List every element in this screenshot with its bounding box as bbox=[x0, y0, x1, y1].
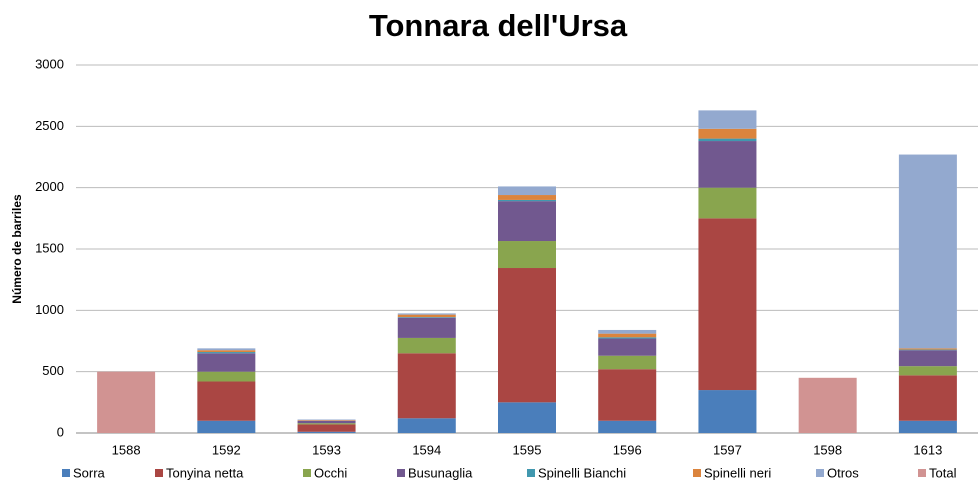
x-tick-label: 1596 bbox=[613, 442, 642, 457]
legend-label: Occhi bbox=[314, 465, 347, 480]
bar-segment bbox=[698, 218, 757, 391]
bar-segment bbox=[297, 424, 356, 432]
x-tick-label: 1588 bbox=[112, 442, 141, 457]
bar-segment bbox=[698, 128, 757, 139]
bar-segment bbox=[498, 268, 556, 403]
legend-label: Tonyina netta bbox=[166, 465, 244, 480]
bar-segment bbox=[498, 195, 556, 200]
legend-label: Busunaglia bbox=[408, 465, 473, 480]
bar-segment bbox=[498, 201, 556, 242]
bar-segment bbox=[397, 317, 456, 338]
bar-segment bbox=[598, 338, 657, 356]
legend-swatch bbox=[397, 469, 405, 477]
legend-label: Sorra bbox=[73, 465, 106, 480]
y-tick-label: 1000 bbox=[35, 302, 64, 317]
bar-segment bbox=[297, 419, 356, 421]
x-tick-label: 1595 bbox=[513, 442, 542, 457]
legend-label: Spinelli Bianchi bbox=[538, 465, 626, 480]
x-tick-label: 1592 bbox=[212, 442, 241, 457]
y-tick-label: 1500 bbox=[35, 240, 64, 255]
bar-segment bbox=[898, 348, 957, 350]
legend-swatch bbox=[527, 469, 535, 477]
legend-label: Total bbox=[929, 465, 957, 480]
y-tick-label: 2000 bbox=[35, 179, 64, 194]
legend-swatch bbox=[62, 469, 70, 477]
x-tick-label: 1598 bbox=[813, 442, 842, 457]
bar-segment bbox=[397, 313, 456, 315]
bar-segment bbox=[598, 420, 657, 433]
x-tick-label: 1594 bbox=[412, 442, 441, 457]
legend-label: Spinelli neri bbox=[704, 465, 771, 480]
bar-segment bbox=[297, 431, 356, 433]
y-tick-label: 0 bbox=[57, 424, 64, 439]
y-tick-label: 2500 bbox=[35, 118, 64, 133]
bar-segment bbox=[397, 418, 456, 433]
bar-segment bbox=[698, 187, 757, 219]
bar-segment bbox=[197, 371, 256, 382]
legend-label: Otros bbox=[827, 465, 859, 480]
bar-segment bbox=[297, 423, 356, 425]
bar-segment bbox=[698, 141, 757, 188]
bar-segment bbox=[197, 353, 256, 372]
bar-segment bbox=[498, 402, 556, 433]
bar-segment bbox=[598, 329, 657, 334]
bar-segment bbox=[898, 154, 957, 349]
bar-segment bbox=[397, 314, 456, 318]
bar-segment bbox=[297, 420, 356, 421]
legend-swatch bbox=[816, 469, 824, 477]
bar-segment bbox=[397, 337, 456, 354]
y-tick-label: 3000 bbox=[35, 56, 64, 71]
bar-segment bbox=[898, 366, 957, 376]
bar-segment bbox=[297, 420, 356, 424]
y-tick-label: 500 bbox=[42, 363, 64, 378]
bar-segment bbox=[798, 377, 857, 433]
x-tick-label: 1597 bbox=[713, 442, 742, 457]
bar-segment bbox=[197, 381, 256, 421]
legend-swatch bbox=[155, 469, 163, 477]
bar-segment bbox=[197, 352, 256, 354]
bar-segment bbox=[598, 333, 657, 338]
bar-segment bbox=[698, 138, 757, 142]
bar-segment bbox=[498, 241, 556, 269]
bar-segment bbox=[898, 350, 957, 367]
bar-segment bbox=[698, 390, 757, 433]
bar-segment bbox=[898, 349, 957, 351]
bar-segment bbox=[598, 369, 657, 421]
chart-title: Tonnara dell'Ursa bbox=[369, 8, 628, 43]
legend-swatch bbox=[693, 469, 701, 477]
bar-segment bbox=[498, 186, 556, 196]
legend-swatch bbox=[918, 469, 926, 477]
bar-segment bbox=[898, 375, 957, 421]
bar-segment bbox=[898, 420, 957, 433]
bar-segment bbox=[698, 110, 757, 129]
bar-segment bbox=[598, 355, 657, 370]
bar-segment bbox=[397, 353, 456, 419]
x-tick-label: 1613 bbox=[913, 442, 942, 457]
y-axis-label: Número de barriles bbox=[10, 194, 24, 304]
bar-segment bbox=[498, 199, 556, 202]
bar-segment bbox=[598, 337, 657, 339]
bar-segment bbox=[197, 348, 256, 351]
bar-segment bbox=[197, 420, 256, 433]
bar-segment bbox=[197, 350, 256, 353]
x-tick-label: 1593 bbox=[312, 442, 341, 457]
legend-swatch bbox=[303, 469, 311, 477]
bar-segment bbox=[97, 371, 156, 433]
bar-segment bbox=[397, 317, 456, 318]
